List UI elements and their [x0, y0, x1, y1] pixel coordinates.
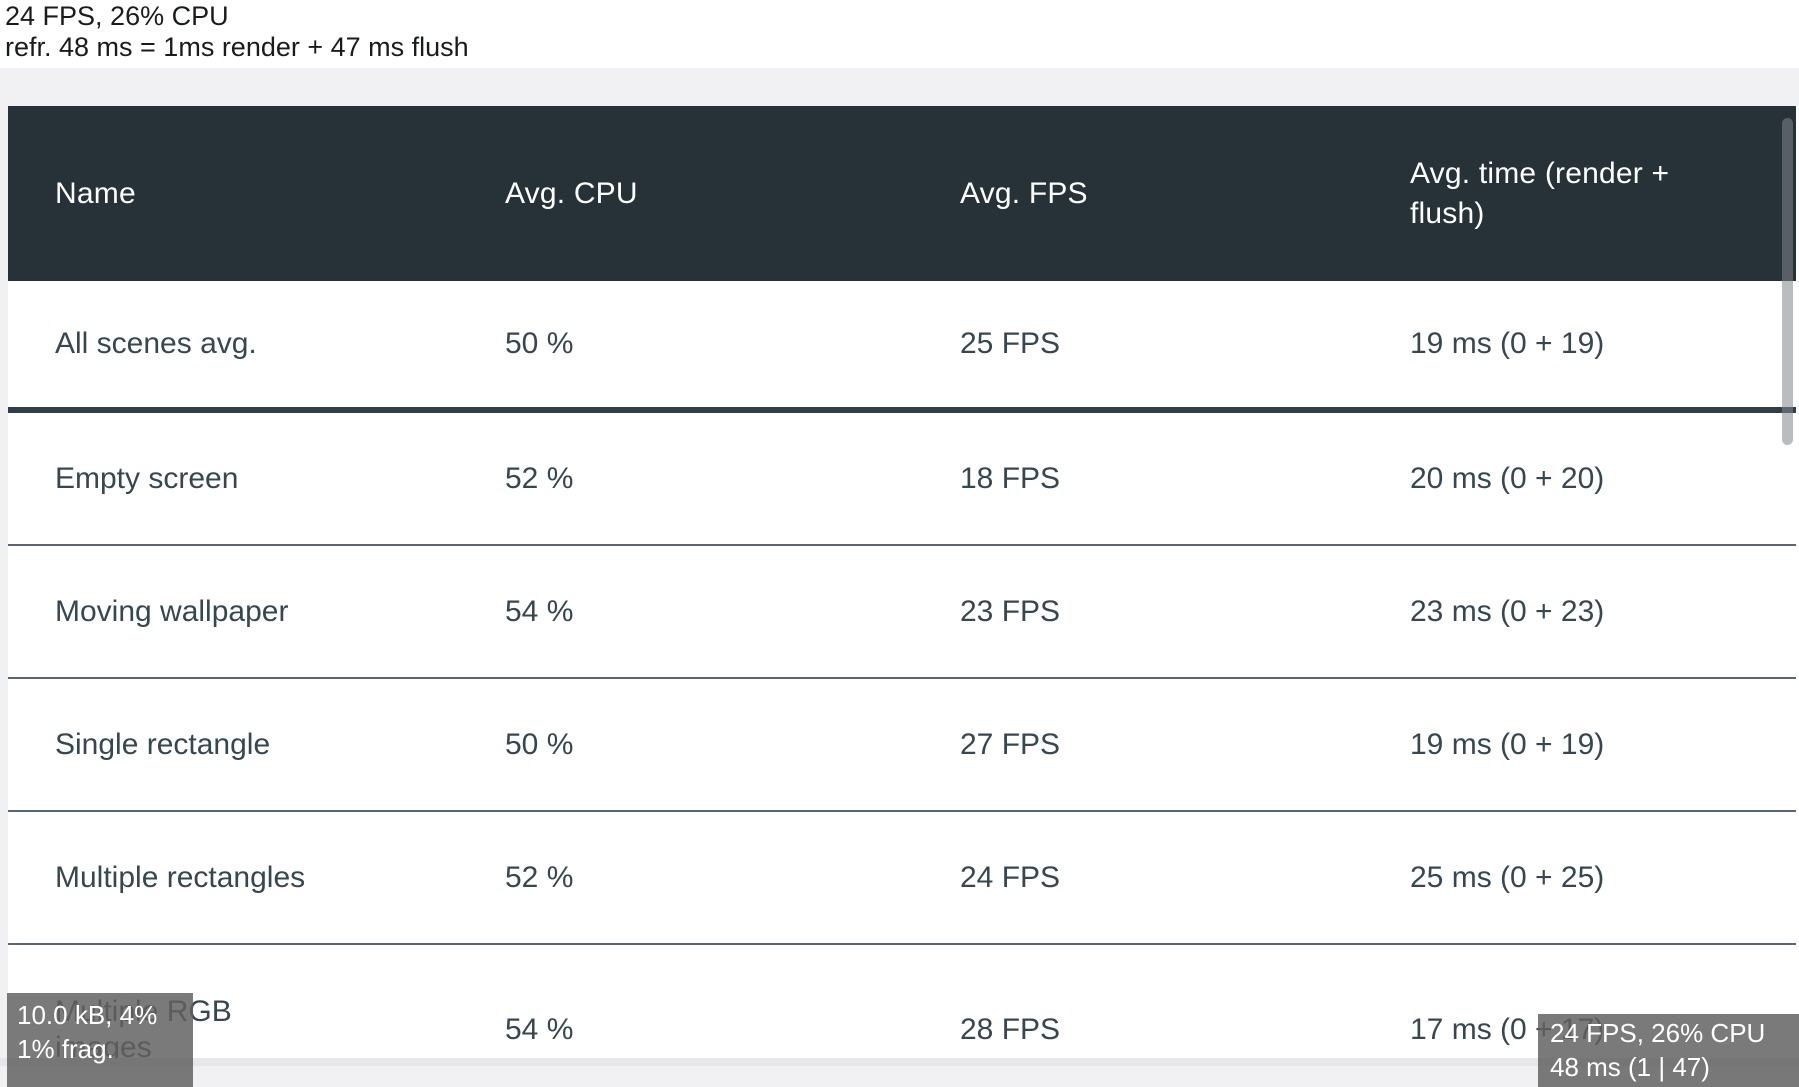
cell-name: Empty screen — [55, 461, 239, 495]
column-header-avg-fps: Avg. FPS — [960, 176, 1088, 210]
table-row-moving-wallpaper[interactable]: Moving wallpaper 54 % 23 FPS 23 ms (0 + … — [8, 546, 1796, 677]
row-divider — [8, 810, 1796, 812]
fps-overlay-line2: 48 ms (1 | 47) — [1550, 1052, 1710, 1082]
table-header-row: Name Avg. CPU Avg. FPS Avg. time (render… — [8, 106, 1796, 281]
cell-cpu: 52 % — [505, 860, 574, 894]
cell-name: All scenes avg. — [55, 327, 257, 360]
scrollbar-thumb[interactable] — [1782, 118, 1793, 445]
column-header-name: Name — [55, 176, 136, 210]
memory-overlay-line1: 10.0 kB, 4% — [17, 1000, 158, 1030]
summary-row-divider — [8, 407, 1796, 413]
cell-time: 19 ms (0 + 19) — [1410, 327, 1605, 360]
cell-fps: 25 FPS — [960, 327, 1061, 360]
cell-time: 19 ms (0 + 19) — [1410, 727, 1605, 761]
memory-perf-overlay: 10.0 kB, 4% 1% frag. — [7, 993, 193, 1087]
table-row-multiple-rgb-images[interactable]: Multiple RGB images 54 % 28 FPS 17 ms (0… — [8, 945, 1796, 1058]
cell-cpu: 54 % — [505, 1013, 574, 1046]
cell-name: Multiple rectangles — [55, 860, 306, 894]
cell-name: Single rectangle — [55, 727, 271, 761]
table-row-multiple-rectangles[interactable]: Multiple rectangles 52 % 24 FPS 25 ms (0… — [8, 812, 1796, 943]
cell-fps: 18 FPS — [960, 461, 1061, 495]
table-bottom-edge — [0, 1058, 1799, 1066]
cell-fps: 24 FPS — [960, 860, 1061, 894]
table-row-empty-screen[interactable]: Empty screen 52 % 18 FPS 20 ms (0 + 20) — [8, 413, 1796, 544]
column-header-avg-cpu: Avg. CPU — [505, 176, 638, 210]
row-divider — [8, 677, 1796, 679]
fps-perf-overlay: 24 FPS, 26% CPU 48 ms (1 | 47) — [1538, 1014, 1799, 1087]
cell-fps: 27 FPS — [960, 727, 1061, 761]
cell-time: 25 ms (0 + 25) — [1410, 860, 1605, 894]
cell-fps: 28 FPS — [960, 1013, 1061, 1046]
perf-summary-line1: 24 FPS, 26% CPU — [5, 1, 229, 31]
cell-cpu: 54 % — [505, 594, 574, 628]
cell-name: Moving wallpaper — [55, 594, 289, 628]
memory-overlay-line2: 1% frag. — [17, 1034, 114, 1064]
row-divider — [8, 943, 1796, 945]
perf-summary-top: 24 FPS, 26% CPU refr. 48 ms = 1ms render… — [5, 1, 469, 63]
cell-cpu: 52 % — [505, 461, 574, 495]
table-row-single-rectangle[interactable]: Single rectangle 50 % 27 FPS 19 ms (0 + … — [8, 679, 1796, 810]
column-header-avg-time: Avg. time (render + flush) — [1410, 156, 1670, 230]
cell-cpu: 50 % — [505, 327, 574, 360]
cell-fps: 23 FPS — [960, 594, 1061, 628]
row-divider — [8, 544, 1796, 546]
cell-cpu: 50 % — [505, 727, 574, 761]
benchmark-results-table[interactable]: Name Avg. CPU Avg. FPS Avg. time (render… — [8, 106, 1799, 1058]
cell-time: 20 ms (0 + 20) — [1410, 461, 1605, 495]
table-row-all-scenes-avg[interactable]: All scenes avg. 50 % 25 FPS 19 ms (0 + 1… — [8, 281, 1796, 407]
perf-summary-line2: refr. 48 ms = 1ms render + 47 ms flush — [5, 32, 469, 62]
cell-time: 23 ms (0 + 23) — [1410, 594, 1605, 628]
fps-overlay-line1: 24 FPS, 26% CPU — [1550, 1018, 1766, 1048]
